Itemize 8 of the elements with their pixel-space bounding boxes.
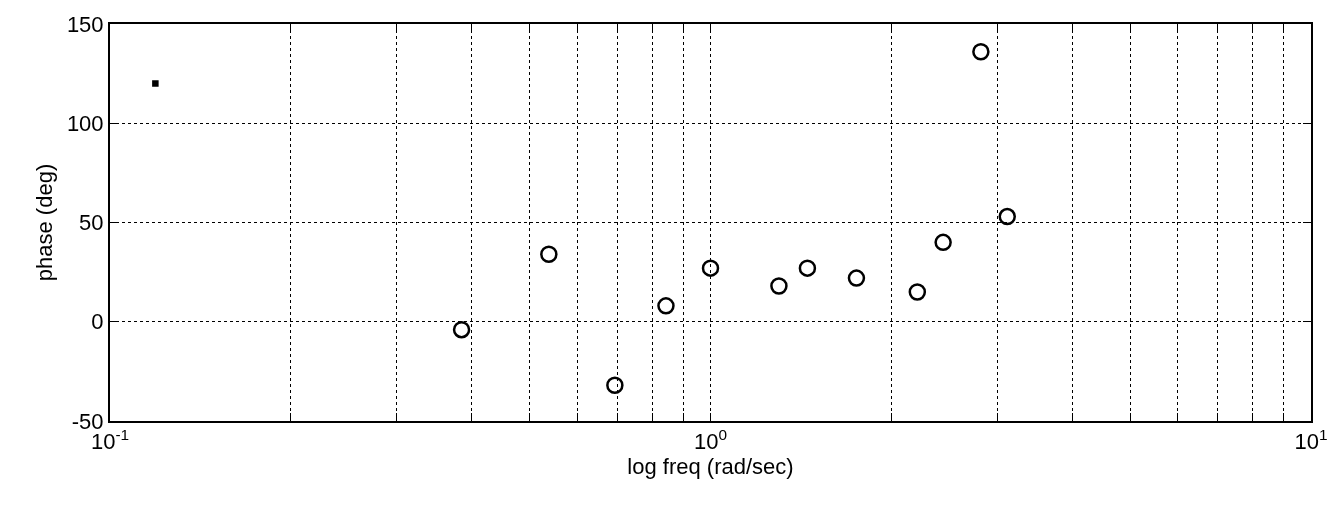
y-tick-label: 100 [66,110,104,136]
x-axis-title: log freq (rad/sec) [627,454,794,480]
x-tick-label: 10$^{0}$ [693,426,728,455]
y-tick-label: 50 [79,210,104,236]
y-tick-label: 150 [66,11,104,37]
y-axis-title: phase (deg) [32,163,58,282]
x-tick-label: 10$^{1}$ [1294,426,1328,455]
y-tick-label: 0 [91,309,104,335]
